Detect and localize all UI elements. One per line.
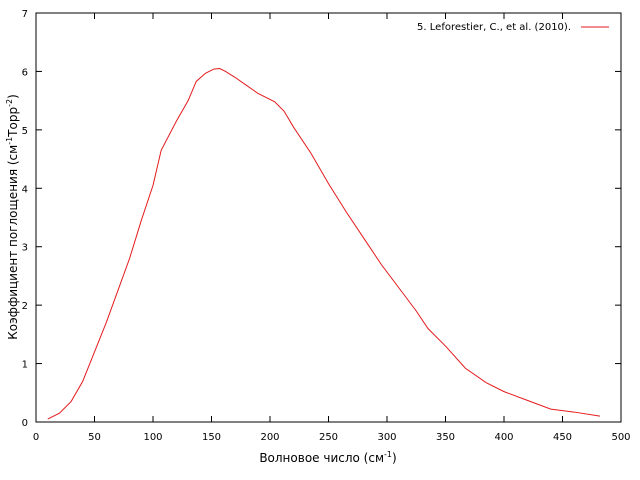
x-tick-label: 250 — [319, 432, 338, 443]
x-tick-label: 200 — [260, 432, 279, 443]
y-tick-label: 3 — [22, 243, 28, 254]
y-label-sup: -2 — [5, 99, 14, 107]
y-tick-label: 2 — [22, 301, 28, 312]
x-tick-label: 50 — [88, 432, 101, 443]
y-tick-label: 5 — [22, 126, 28, 137]
x-tick-label: 100 — [143, 432, 162, 443]
y-label-sup: -1 — [5, 137, 14, 145]
y-label-text: Торр — [6, 107, 20, 138]
x-label-text: ) — [392, 451, 397, 465]
x-axis-label: Волновое число (см-1) — [259, 450, 396, 465]
data-line — [47, 67, 601, 420]
x-tick-label: 300 — [377, 432, 396, 443]
y-tick-label: 7 — [22, 9, 28, 20]
x-label-text: Волновое число (см — [259, 451, 384, 465]
y-tick-label: 0 — [22, 418, 28, 429]
y-tick-label: 4 — [22, 184, 28, 195]
y-tick-label: 6 — [22, 67, 28, 78]
x-tick-label: 450 — [553, 432, 572, 443]
y-label-text: Коэффициент поглощения (см — [6, 145, 20, 340]
x-tick-label: 150 — [202, 432, 221, 443]
x-tick-label: 350 — [436, 432, 455, 443]
y-tick-label: 1 — [22, 360, 28, 371]
plot-border — [35, 12, 622, 423]
legend-label: 5. Leforestier, C., et al. (2010). — [417, 22, 571, 33]
x-tick-label: 0 — [33, 432, 39, 443]
x-tick-label: 400 — [494, 432, 513, 443]
y-axis-label: Коэффициент поглощения (см-1Торр-2) — [5, 94, 20, 340]
y-label-text: ) — [6, 94, 20, 99]
x-tick-label: 500 — [611, 432, 630, 443]
x-label-sup: -1 — [384, 450, 392, 459]
